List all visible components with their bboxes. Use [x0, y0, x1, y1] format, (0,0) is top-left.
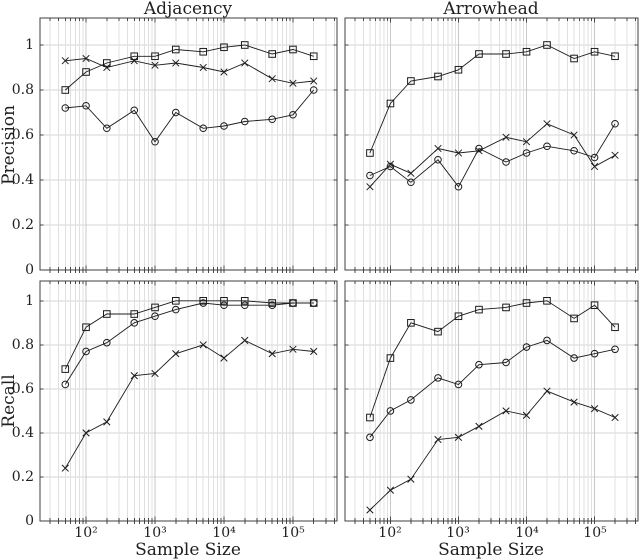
y-tick-label: 0.8	[11, 82, 34, 98]
plot-adjacency-recall	[39, 280, 338, 524]
plot-title-arrowhead: Arrowhead	[443, 0, 539, 19]
plot-arrowhead-recall	[344, 280, 639, 524]
vertical-gridlines	[354, 18, 637, 270]
y-tick-label: 0	[25, 513, 34, 529]
vertical-gridlines	[49, 281, 335, 521]
y-tick-label: 0.2	[11, 469, 34, 485]
horizontal-gridlines	[40, 44, 337, 226]
vertical-gridlines	[49, 18, 335, 270]
y-tick-label: 0.6	[11, 381, 34, 397]
y-tick-label: 0.6	[11, 127, 34, 143]
axis-box	[39, 17, 338, 271]
y-tick-label: 0.4	[11, 425, 34, 441]
series-square	[366, 297, 619, 422]
y-tick-label: 0.8	[11, 337, 34, 353]
series-x	[366, 120, 619, 191]
x-axis-label-right: Sample Size	[438, 540, 544, 560]
series-x	[366, 387, 619, 514]
axis-box	[39, 280, 338, 522]
series-circle	[366, 336, 619, 442]
x-tick-label: 10²	[378, 525, 402, 541]
axis-box	[344, 280, 639, 522]
x-tick-label: 10³	[143, 525, 167, 541]
series-x	[61, 336, 318, 472]
x-tick-label: 10⁴	[212, 525, 236, 541]
plot-arrowhead-precision	[344, 17, 639, 273]
series-circle	[61, 86, 318, 146]
y-tick-label: 0	[25, 262, 34, 278]
series-x	[61, 54, 318, 87]
y-tick-label: 0.4	[11, 172, 34, 188]
series-circle	[366, 119, 619, 191]
x-tick-label: 10²	[74, 525, 98, 541]
y-tick-label: 1	[25, 37, 34, 53]
vertical-gridlines	[354, 281, 637, 521]
horizontal-gridlines	[345, 44, 638, 226]
x-tick-label: 10⁴	[515, 525, 539, 541]
x-tick-label: 10⁵	[583, 525, 607, 541]
series-circle	[61, 299, 318, 389]
axis-box	[344, 17, 639, 271]
plot-title-adjacency: Adjacency	[143, 0, 233, 19]
x-tick-label: 10³	[446, 525, 470, 541]
horizontal-gridlines	[345, 300, 638, 478]
series-square	[366, 41, 619, 157]
plot-adjacency-precision	[39, 17, 338, 273]
y-tick-label: 1	[25, 293, 34, 309]
y-tick-label: 0.2	[11, 217, 34, 233]
x-axis-label-left: Sample Size	[135, 540, 241, 560]
x-tick-label: 10⁵	[281, 525, 305, 541]
